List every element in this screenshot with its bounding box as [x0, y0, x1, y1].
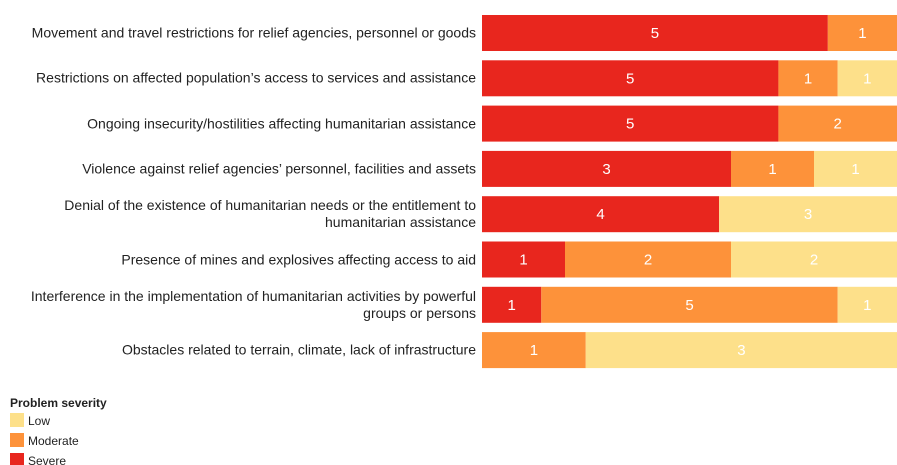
legend-item: Moderate: [10, 433, 79, 448]
value-label: 2: [644, 251, 652, 268]
bar-segment: [827, 15, 897, 51]
category-label: Restrictions on affected population’s ac…: [36, 69, 476, 86]
legend-label: Severe: [28, 454, 67, 465]
value-label: 5: [651, 25, 659, 42]
value-label: 3: [804, 206, 812, 223]
bar-segment: [482, 332, 586, 369]
legend-swatch: [10, 433, 24, 447]
value-label: 1: [863, 297, 871, 314]
bar-segment: [585, 332, 897, 369]
bar-segment: [719, 196, 897, 233]
category-label: Ongoing insecurity/hostilities affecting…: [87, 115, 476, 132]
value-label: 1: [519, 251, 527, 268]
bar-segment: [482, 196, 720, 233]
value-label: 4: [596, 206, 604, 223]
category-label: Violence against relief agencies’ person…: [82, 160, 476, 177]
bar-segment: [837, 286, 897, 323]
value-label: 1: [858, 25, 866, 42]
category-label: Movement and travel restrictions for rel…: [31, 24, 476, 41]
legend-swatch: [10, 413, 24, 427]
value-label: 2: [834, 116, 842, 133]
legend-label: Low: [28, 414, 51, 428]
legend-item: Severe: [10, 453, 66, 465]
bar-segment: [565, 241, 731, 278]
value-label: 5: [626, 116, 634, 133]
category-label: Obstacles related to terrain, climate, l…: [121, 341, 476, 358]
bar-segment: [731, 150, 814, 187]
bar-segment: [541, 286, 838, 323]
bar-segment: [731, 241, 897, 278]
bar-segment: [482, 241, 565, 278]
bar-segment: [482, 60, 779, 97]
bar-segment: [482, 15, 828, 51]
bar-segment: [778, 105, 897, 142]
bar-segment: [482, 286, 542, 323]
category-label: Interference in the implementation of hu…: [30, 287, 476, 321]
bar-segment: [814, 150, 897, 187]
legend-label: Moderate: [28, 434, 79, 448]
legend-item: Low: [10, 413, 50, 428]
legend-title: Problem severity: [10, 396, 107, 410]
category-label: Denial of the existence of humanitarian …: [64, 197, 476, 231]
value-label: 5: [626, 70, 634, 87]
value-label: 1: [768, 161, 776, 178]
bar-segment: [482, 105, 779, 142]
value-label: 2: [810, 251, 818, 268]
value-label: 1: [851, 161, 859, 178]
bar-segment: [778, 60, 838, 97]
value-label: 1: [863, 70, 871, 87]
value-label: 1: [530, 342, 538, 359]
value-label: 5: [685, 297, 693, 314]
legend-swatch: [10, 453, 24, 465]
value-label: 1: [507, 297, 515, 314]
value-label: 3: [602, 161, 610, 178]
value-label: 1: [804, 70, 812, 87]
value-label: 3: [737, 342, 745, 359]
category-label: Presence of mines and explosives affecti…: [121, 251, 476, 267]
bar-segment: [482, 150, 731, 187]
bar-segment: [837, 60, 897, 97]
